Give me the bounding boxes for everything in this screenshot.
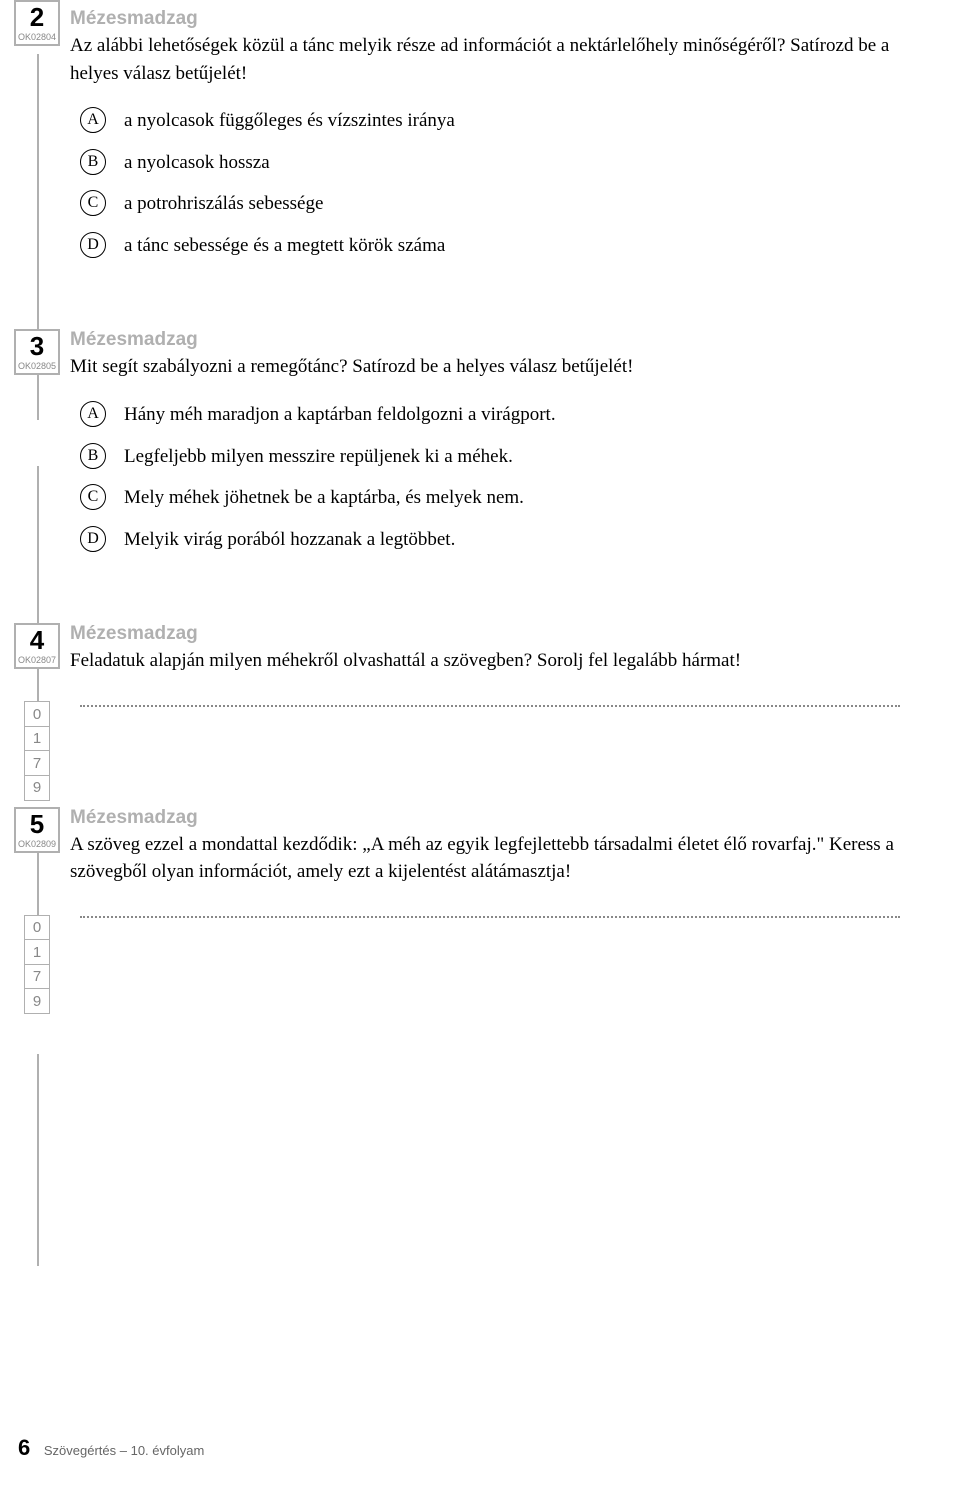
option-text: a tánc sebessége és a megtett körök szám…	[124, 232, 445, 260]
question-prompt: Mit segít szabályozni a remegőtánc? Satí…	[70, 353, 900, 381]
question-title: Mézesmadzag	[70, 807, 900, 829]
option-letter: A	[80, 107, 106, 133]
question-title: Mézesmadzag	[70, 8, 900, 30]
score-box[interactable]: 9	[24, 775, 50, 801]
question-4: 4 OK02807 Mézesmadzag Feladatuk alapján …	[70, 623, 900, 707]
question-code: OK02804	[18, 32, 56, 42]
question-prompt: A szöveg ezzel a mondattal kezdődik: „A …	[70, 831, 900, 886]
score-box[interactable]: 1	[24, 726, 50, 752]
option-d[interactable]: D a tánc sebessége és a megtett körök sz…	[80, 232, 900, 260]
option-text: a potrohriszálás sebessége	[124, 190, 323, 218]
question-number: 3	[30, 333, 44, 359]
option-text: a nyolcasok hossza	[124, 149, 270, 177]
option-letter: D	[80, 526, 106, 552]
score-box[interactable]: 0	[24, 701, 50, 727]
score-box[interactable]: 9	[24, 988, 50, 1014]
score-box[interactable]: 7	[24, 964, 50, 990]
option-text: Hány méh maradjon a kaptárban feldolgozn…	[124, 401, 556, 429]
question-number-box: 3 OK02805	[14, 329, 60, 375]
question-number: 2	[30, 4, 44, 30]
option-letter: B	[80, 443, 106, 469]
connector-line	[37, 1054, 39, 1266]
option-text: Legfeljebb milyen messzire repüljenek ki…	[124, 443, 513, 471]
page-number: 6	[18, 1435, 30, 1460]
question-number: 5	[30, 811, 44, 837]
question-prompt: Az alábbi lehetőségek közül a tánc melyi…	[70, 32, 900, 87]
question-title: Mézesmadzag	[70, 623, 900, 645]
question-code: OK02807	[18, 655, 56, 665]
footer-text: Szövegértés – 10. évfolyam	[44, 1443, 204, 1458]
question-5: 5 OK02809 Mézesmadzag A szöveg ezzel a m…	[70, 807, 900, 918]
option-c[interactable]: C a potrohriszálás sebessége	[80, 190, 900, 218]
answer-line[interactable]	[80, 705, 900, 707]
option-letter: C	[80, 190, 106, 216]
question-prompt: Feladatuk alapján milyen méhekről olvash…	[70, 647, 900, 675]
option-b[interactable]: B Legfeljebb milyen messzire repüljenek …	[80, 443, 900, 471]
option-letter: D	[80, 232, 106, 258]
answer-line[interactable]	[80, 916, 900, 918]
option-letter: C	[80, 484, 106, 510]
options-list: A Hány méh maradjon a kaptárban feldolgo…	[80, 401, 900, 553]
question-number-box: 4 OK02807	[14, 623, 60, 669]
option-text: Mely méhek jöhetnek be a kaptárba, és me…	[124, 484, 524, 512]
question-title: Mézesmadzag	[70, 329, 900, 351]
question-number: 4	[30, 627, 44, 653]
option-d[interactable]: D Melyik virág porából hozzanak a legtöb…	[80, 526, 900, 554]
option-c[interactable]: C Mely méhek jöhetnek be a kaptárba, és …	[80, 484, 900, 512]
question-code: OK02805	[18, 361, 56, 371]
option-letter: A	[80, 401, 106, 427]
option-letter: B	[80, 149, 106, 175]
option-b[interactable]: B a nyolcasok hossza	[80, 149, 900, 177]
option-a[interactable]: A a nyolcasok függőleges és vízszintes i…	[80, 107, 900, 135]
question-code: OK02809	[18, 839, 56, 849]
question-2: 2 OK02804 Mézesmadzag Az alábbi lehetősé…	[70, 0, 900, 259]
page-footer: 6 Szövegértés – 10. évfolyam	[18, 1435, 204, 1461]
score-box[interactable]: 0	[24, 915, 50, 941]
score-box[interactable]: 1	[24, 939, 50, 965]
options-list: A a nyolcasok függőleges és vízszintes i…	[80, 107, 900, 259]
score-boxes: 0 1 7 9	[24, 701, 50, 799]
option-text: Melyik virág porából hozzanak a legtöbbe…	[124, 526, 455, 554]
score-box[interactable]: 7	[24, 750, 50, 776]
question-number-box: 2 OK02804	[14, 0, 60, 46]
score-boxes: 0 1 7 9	[24, 915, 50, 1013]
option-a[interactable]: A Hány méh maradjon a kaptárban feldolgo…	[80, 401, 900, 429]
question-3: 3 OK02805 Mézesmadzag Mit segít szabályo…	[70, 329, 900, 553]
question-number-box: 5 OK02809	[14, 807, 60, 853]
option-text: a nyolcasok függőleges és vízszintes irá…	[124, 107, 455, 135]
